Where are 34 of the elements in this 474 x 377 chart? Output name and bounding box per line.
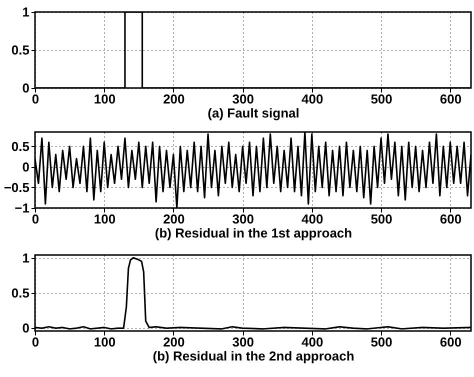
x-tick-label: 300: [232, 92, 254, 106]
y-tick-label: 1: [22, 4, 30, 20]
y-tick-label: 0.5: [11, 42, 30, 58]
y-tick-label: 0: [22, 80, 30, 96]
y-tick-label: 0: [22, 159, 30, 174]
x-tick-label: 400: [301, 212, 324, 226]
x-axis-title: (a) Fault signal: [208, 106, 300, 120]
x-tick-label: 300: [232, 334, 254, 350]
y-tick-label: 0.5: [11, 286, 30, 300]
x-tick-label: 0: [32, 212, 40, 226]
x-tick-label: 500: [370, 212, 392, 226]
x-tick-label: 300: [232, 212, 254, 226]
y-tick-label: 0.5: [11, 138, 30, 154]
y-tick-label: −1: [14, 200, 30, 216]
y-tick-label: 0: [22, 320, 30, 336]
x-axis-title: (b) Residual in the 1st approach: [154, 226, 352, 240]
y-tick-label: −0.5: [4, 180, 30, 195]
x-tick-label: 600: [440, 212, 462, 226]
x-tick-label: 600: [440, 92, 462, 106]
x-tick-label: 500: [370, 92, 392, 106]
x-tick-label: 0: [32, 92, 40, 106]
x-tick-label: 0: [32, 334, 40, 350]
x-tick-label: 100: [94, 212, 116, 226]
x-tick-label: 400: [301, 334, 324, 350]
x-tick-label: 100: [94, 92, 116, 106]
x-tick-label: 200: [163, 212, 185, 226]
y-tick-label: 1: [22, 250, 30, 266]
x-tick-label: 100: [94, 334, 116, 350]
x-tick-label: 200: [163, 92, 185, 106]
x-tick-label: 500: [370, 334, 392, 350]
x-axis-title: (b) Residual in the 2nd approach: [152, 348, 354, 364]
x-tick-label: 600: [440, 334, 462, 350]
x-tick-label: 200: [163, 334, 185, 350]
x-tick-label: 400: [301, 92, 324, 106]
